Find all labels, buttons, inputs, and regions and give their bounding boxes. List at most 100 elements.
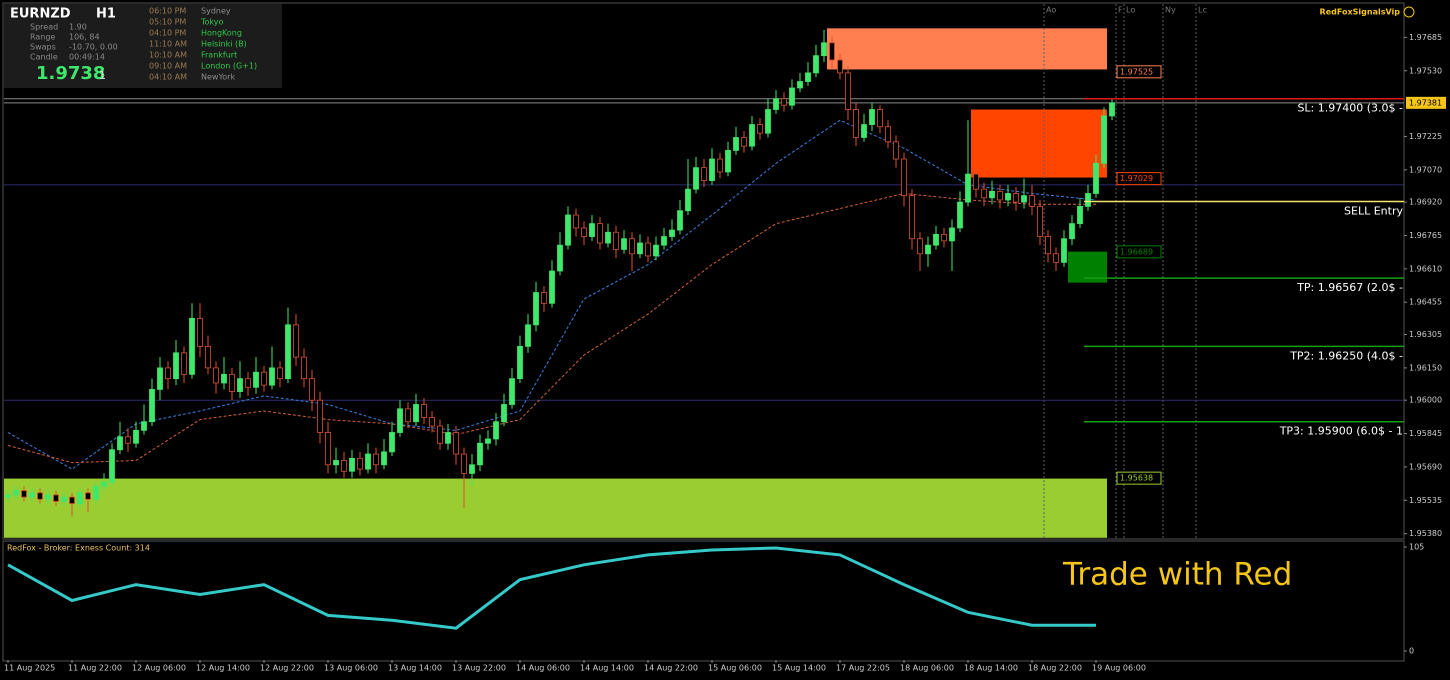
candle-body — [341, 460, 347, 472]
y-tick-label: 1.97070 — [1409, 165, 1442, 174]
x-tick-label: 12 Aug 14:00 — [196, 664, 250, 673]
candle-body — [309, 378, 315, 401]
candle-body — [1093, 162, 1099, 194]
candle-body — [949, 227, 955, 242]
candle-body — [381, 451, 387, 466]
candle-body — [21, 490, 27, 498]
candle-body — [1109, 102, 1115, 117]
y-tick-label: 0 — [1409, 647, 1414, 656]
session-marker: Ny — [1165, 6, 1176, 15]
candle-body — [221, 373, 227, 384]
zone-label: 1.95638 — [1120, 474, 1153, 483]
candle-body — [837, 59, 843, 74]
candle-body — [765, 109, 771, 134]
y-tick-label: 1.97225 — [1409, 132, 1442, 141]
candle-body — [597, 223, 603, 244]
candle-body — [477, 442, 483, 466]
session-marker: Ao — [1046, 6, 1056, 15]
candle-body — [829, 42, 835, 61]
candle-body — [213, 367, 219, 384]
info-panel — [4, 4, 282, 88]
candle-body — [1021, 195, 1027, 203]
zone-label: 1.97525 — [1120, 67, 1153, 76]
y-tick-label: 1.97685 — [1409, 33, 1442, 42]
candle-body — [925, 244, 931, 255]
candle-body — [541, 292, 547, 304]
candle-body — [13, 490, 19, 496]
zones — [4, 28, 1107, 538]
candle-body — [397, 408, 403, 433]
y-tick-label: 1.95380 — [1409, 529, 1442, 538]
candle-body — [373, 453, 379, 466]
candle-body — [645, 242, 651, 257]
brand-icon — [1403, 6, 1415, 18]
candle-body — [237, 378, 243, 392]
candle-body — [245, 378, 251, 388]
candle-body — [437, 425, 443, 444]
candle-body — [1045, 236, 1051, 255]
session-name: HongKong — [201, 29, 242, 38]
candle-body — [1053, 253, 1059, 263]
candle-body — [773, 98, 779, 110]
zone-label: 1.96689 — [1120, 247, 1153, 256]
candle-body — [901, 158, 907, 197]
y-tick-label: 105 — [1409, 543, 1424, 552]
candle-body — [317, 399, 323, 433]
candle-body — [1005, 193, 1011, 201]
x-tick-label: 18 Aug 14:00 — [964, 664, 1018, 673]
candle-body — [1037, 206, 1043, 237]
session-marker: Lc — [1198, 6, 1207, 15]
trade-label: SL: 1.97400 (3.0$ - — [1297, 102, 1403, 115]
candle-body — [61, 496, 67, 502]
candle-body — [77, 492, 83, 504]
candle-body — [325, 432, 331, 466]
candle-body — [53, 494, 59, 502]
session-marker: Lo — [1126, 6, 1135, 15]
candle-body — [5, 494, 11, 498]
indicator-frame — [2, 540, 1405, 662]
candle-body — [149, 389, 155, 423]
candle-body — [605, 231, 611, 244]
info-value: -10.70, 0.00 — [69, 43, 118, 52]
candle-body — [333, 460, 339, 466]
candle-body — [45, 494, 51, 500]
candle-body — [981, 188, 987, 199]
candle-body — [621, 238, 627, 250]
timeframe: H1 — [96, 7, 116, 22]
y-tick-label: 1.95845 — [1409, 429, 1442, 438]
x-tick-label: 14 Aug 14:00 — [580, 664, 634, 673]
candle-body — [653, 244, 659, 257]
session-name: London (G+1) — [201, 62, 257, 71]
zone — [971, 109, 1107, 178]
candle-body — [29, 492, 35, 498]
session-time: 04:10 AM — [149, 73, 187, 82]
candle-body — [357, 457, 363, 470]
session-name: Helsinki (B) — [201, 40, 247, 49]
info-label: Candle — [30, 53, 58, 62]
zone-label-box — [1116, 65, 1162, 79]
candle-body — [629, 238, 635, 255]
candle-body — [997, 190, 1003, 201]
zone-label: 1.97029 — [1120, 174, 1153, 183]
candle-body — [685, 188, 691, 212]
info-label: Swaps — [30, 43, 56, 52]
trade-label: TP2: 1.96250 (4.0$ - — [1289, 349, 1403, 362]
main-frame — [2, 2, 1405, 540]
candle-body — [101, 481, 107, 487]
zone-label-box — [1116, 172, 1162, 186]
zone-label-box — [1116, 245, 1162, 259]
candle-body — [757, 124, 763, 134]
zone — [827, 28, 1107, 70]
candle-body — [485, 438, 491, 444]
y-tick-label: 1.95535 — [1409, 496, 1442, 505]
y-tick-label: 1.96610 — [1409, 264, 1442, 273]
candle-body — [821, 42, 827, 57]
candle-body — [909, 195, 915, 240]
candle-body — [365, 453, 371, 470]
candle-body — [1029, 195, 1035, 207]
y-tick-label: 1.96150 — [1409, 363, 1442, 372]
candle-body — [717, 158, 723, 173]
x-tick-label: 12 Aug 22:00 — [260, 664, 314, 673]
